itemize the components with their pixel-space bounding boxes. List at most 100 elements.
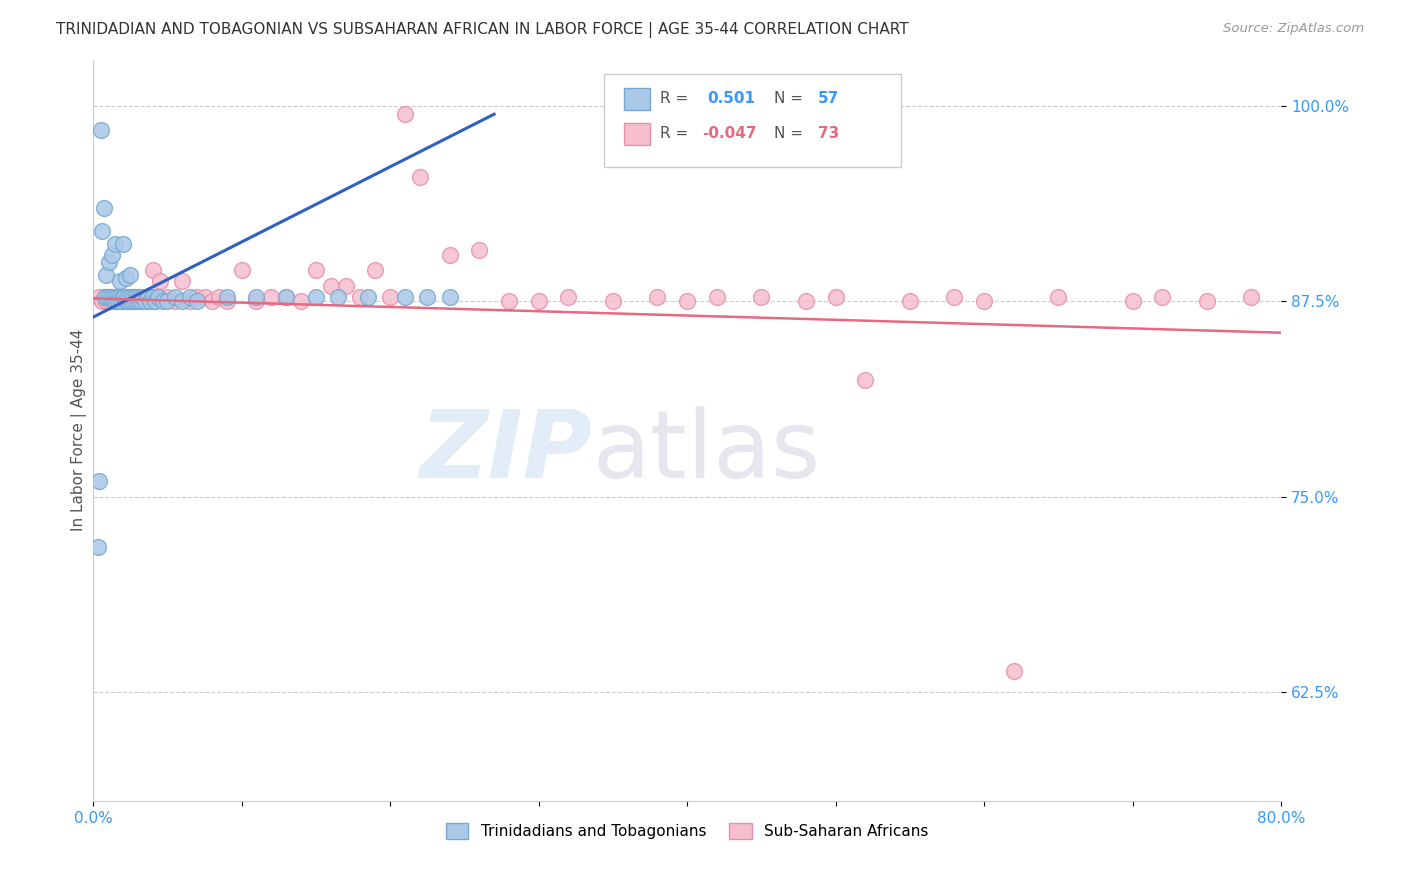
Point — [898, 294, 921, 309]
Point — [394, 290, 416, 304]
Y-axis label: In Labor Force | Age 35-44: In Labor Force | Age 35-44 — [72, 329, 87, 532]
Text: ZIP: ZIP — [419, 407, 592, 499]
Point — [231, 263, 253, 277]
Point — [129, 294, 152, 309]
Point — [349, 290, 371, 304]
Point — [943, 290, 966, 304]
Point — [104, 236, 127, 251]
Point — [98, 255, 121, 269]
Point — [364, 263, 387, 277]
Point — [114, 271, 136, 285]
Point — [378, 290, 401, 304]
Text: TRINIDADIAN AND TOBAGONIAN VS SUBSAHARAN AFRICAN IN LABOR FORCE | AGE 35-44 CORR: TRINIDADIAN AND TOBAGONIAN VS SUBSAHARAN… — [56, 22, 908, 38]
Point — [121, 290, 143, 304]
Point — [328, 290, 350, 304]
Point — [172, 294, 194, 309]
Point — [1195, 294, 1218, 309]
FancyBboxPatch shape — [605, 74, 901, 167]
Point — [201, 294, 224, 309]
Point — [215, 290, 238, 304]
Point — [97, 290, 120, 304]
Point — [215, 294, 238, 309]
Point — [134, 294, 156, 309]
Point — [853, 372, 876, 386]
Point — [602, 294, 624, 309]
Point — [468, 243, 491, 257]
Point — [108, 274, 131, 288]
Point — [260, 290, 283, 304]
Point — [128, 290, 150, 304]
Point — [98, 294, 121, 309]
Point — [245, 290, 267, 304]
Point — [103, 290, 125, 304]
Point — [112, 290, 135, 304]
Point — [394, 107, 416, 121]
Text: R =: R = — [659, 91, 693, 106]
Text: N =: N = — [773, 91, 807, 106]
Point — [706, 290, 728, 304]
Point — [156, 290, 179, 304]
Point — [120, 268, 142, 282]
Point — [107, 290, 129, 304]
Bar — [624, 87, 651, 110]
Point — [1240, 290, 1263, 304]
Point — [101, 248, 124, 262]
Point — [136, 290, 159, 304]
Text: atlas: atlas — [592, 407, 820, 499]
Point — [107, 294, 129, 309]
Point — [439, 290, 461, 304]
Point — [94, 290, 117, 304]
Point — [1002, 665, 1025, 679]
Point — [676, 294, 699, 309]
Point — [91, 224, 114, 238]
Point — [527, 294, 550, 309]
Text: R =: R = — [659, 127, 693, 141]
Point — [186, 290, 208, 304]
Point — [117, 290, 139, 304]
Text: -0.047: -0.047 — [703, 127, 756, 141]
Point — [91, 294, 114, 309]
Point — [145, 294, 167, 309]
Point — [179, 294, 201, 309]
Text: Source: ZipAtlas.com: Source: ZipAtlas.com — [1223, 22, 1364, 36]
Point — [120, 290, 142, 304]
Point — [141, 263, 163, 277]
Point — [111, 294, 134, 309]
Point — [647, 290, 669, 304]
Point — [498, 294, 520, 309]
Point — [135, 294, 157, 309]
Point — [101, 294, 124, 309]
Point — [163, 294, 186, 309]
Point — [208, 290, 231, 304]
Point — [96, 294, 118, 309]
Point — [120, 294, 142, 309]
Point — [105, 294, 128, 309]
Point — [124, 294, 146, 309]
Point — [290, 294, 312, 309]
Point — [794, 294, 817, 309]
Point — [114, 294, 136, 309]
Point — [305, 263, 328, 277]
Point — [439, 248, 461, 262]
Point — [138, 290, 160, 304]
Point — [276, 290, 298, 304]
Point — [105, 290, 128, 304]
Point — [87, 290, 110, 304]
Bar — [624, 122, 651, 145]
Point — [100, 290, 122, 304]
Text: 0.501: 0.501 — [707, 91, 755, 106]
Text: N =: N = — [773, 127, 807, 141]
Point — [94, 290, 117, 304]
Point — [335, 278, 357, 293]
Point — [118, 294, 141, 309]
Point — [1152, 290, 1174, 304]
Point — [973, 294, 995, 309]
Point — [132, 290, 155, 304]
Point — [86, 540, 108, 554]
Point — [114, 294, 136, 309]
Point — [87, 474, 110, 488]
Point — [319, 278, 342, 293]
Legend: Trinidadians and Tobagonians, Sub-Saharan Africans: Trinidadians and Tobagonians, Sub-Sahara… — [440, 817, 935, 845]
Point — [148, 290, 170, 304]
Point — [156, 294, 179, 309]
